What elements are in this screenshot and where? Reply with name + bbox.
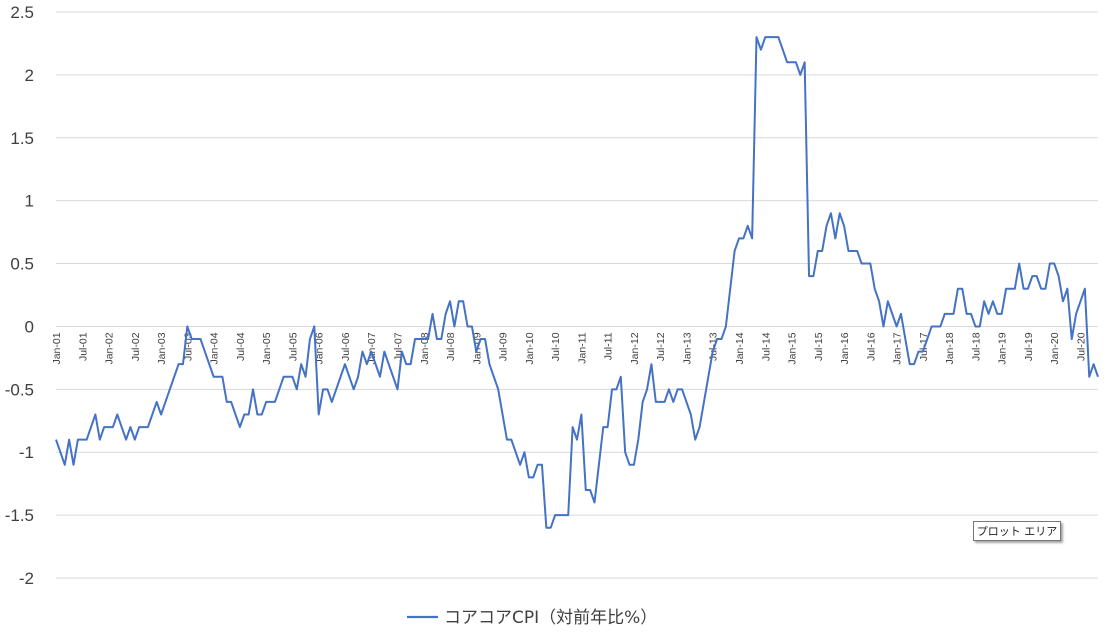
x-tick-label: Jul-19 — [1023, 332, 1035, 361]
series-layer — [55, 36, 1099, 529]
x-tick-label: Jul-08 — [445, 332, 457, 361]
x-tick-label: Jul-01 — [77, 332, 89, 361]
x-tick-label: Jul-09 — [498, 332, 510, 361]
x-tick-label: Jan-15 — [787, 332, 799, 364]
x-tick-label: Jan-18 — [944, 332, 956, 364]
x-tick-label: Jan-13 — [681, 332, 693, 364]
y-tick-label: 2.5 — [10, 3, 34, 22]
x-tick-label: Jul-04 — [235, 332, 247, 361]
x-tick-label: Jul-11 — [603, 332, 615, 360]
x-tick-label: Jan-19 — [997, 332, 1009, 364]
plot-area-tooltip: プロット エリア — [973, 521, 1061, 541]
y-tick-label: 0 — [25, 317, 34, 336]
gridlines — [56, 11, 1098, 579]
legend-label: コアコアCPI（対前年比%） — [444, 608, 657, 628]
x-tick-label: Jul-10 — [550, 332, 562, 361]
y-tick-label: -0.5 — [5, 380, 34, 399]
x-tick-label: Jan-14 — [734, 332, 746, 364]
series-line — [55, 36, 1099, 529]
y-axis-tick-labels: 2.5 2 1.5 1 0.5 0 -0.5 -1 -1.5 -2 — [5, 3, 34, 588]
x-tick-label: Jul-16 — [865, 332, 877, 361]
y-tick-label: 1.5 — [10, 129, 34, 148]
x-tick-label: Jan-11 — [576, 332, 588, 363]
x-tick-label: Jan-01 — [51, 332, 63, 364]
x-tick-label: Jan-16 — [839, 332, 851, 364]
x-tick-label: Jul-18 — [970, 332, 982, 361]
x-tick-label: Jan-12 — [629, 332, 641, 364]
x-tick-label: Jul-15 — [813, 332, 825, 361]
x-tick-label: Jan-04 — [209, 332, 221, 364]
y-tick-label: -1.5 — [5, 506, 34, 525]
x-tick-label: Jul-12 — [655, 332, 667, 361]
x-tick-label: Jan-08 — [419, 332, 431, 364]
y-tick-label: 0.5 — [10, 255, 34, 274]
x-tick-label: Jul-20 — [1075, 332, 1087, 361]
y-tick-label: -1 — [19, 443, 34, 462]
x-tick-label: Jan-10 — [524, 332, 536, 364]
x-tick-label: Jan-03 — [156, 332, 168, 364]
x-tick-label: Jan-17 — [892, 332, 904, 364]
y-tick-label: 2 — [25, 66, 34, 85]
x-tick-label: Jul-02 — [130, 332, 142, 361]
x-axis-tick-labels: Jan-01 Jul-01 Jan-02 Jul-02 Jan-03 Jul-03 Jan-… — [51, 332, 1087, 364]
legend: コアコアCPI（対前年比%） — [407, 608, 657, 628]
y-tick-label: 1 — [25, 192, 34, 211]
x-tick-label: Jul-06 — [340, 332, 352, 361]
x-tick-label: Jul-14 — [760, 332, 772, 361]
x-tick-label: Jul-05 — [287, 332, 299, 361]
x-tick-label: Jan-20 — [1049, 332, 1061, 364]
x-tick-label: Jan-02 — [104, 332, 116, 364]
x-tick-label: Jan-05 — [261, 332, 273, 364]
y-tick-label: -2 — [19, 569, 34, 588]
